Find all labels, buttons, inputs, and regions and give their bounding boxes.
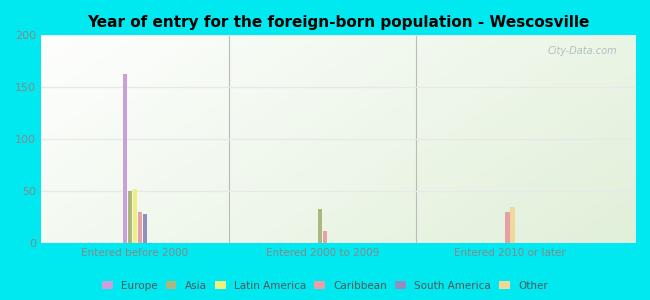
Bar <box>322 231 327 243</box>
Bar <box>510 207 515 243</box>
Bar <box>127 191 132 243</box>
Bar <box>123 74 127 243</box>
Bar <box>505 212 510 243</box>
Bar <box>133 189 137 243</box>
Legend: Europe, Asia, Latin America, Caribbean, South America, Other: Europe, Asia, Latin America, Caribbean, … <box>98 277 552 295</box>
Text: City-Data.com: City-Data.com <box>547 46 618 56</box>
Title: Year of entry for the foreign-born population - Wescosville: Year of entry for the foreign-born popul… <box>87 15 589 30</box>
Bar <box>138 212 142 243</box>
Bar <box>318 209 322 243</box>
Bar <box>142 214 147 243</box>
